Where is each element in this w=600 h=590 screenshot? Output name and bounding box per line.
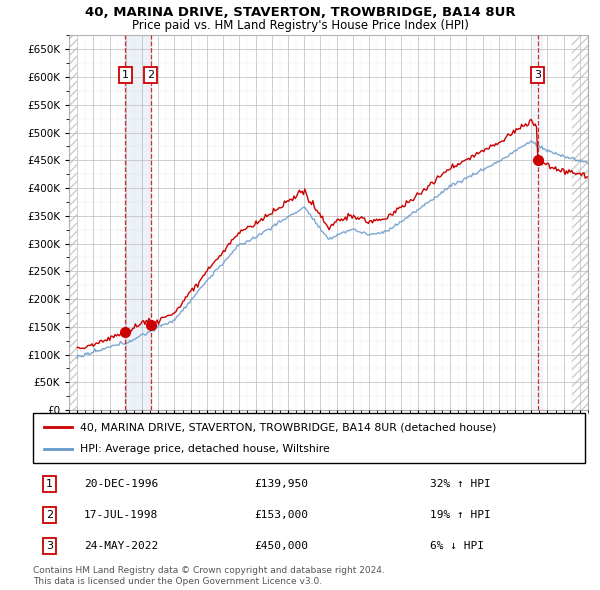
Bar — [69, 35, 77, 410]
Text: 40, MARINA DRIVE, STAVERTON, TROWBRIDGE, BA14 8UR (detached house): 40, MARINA DRIVE, STAVERTON, TROWBRIDGE,… — [80, 422, 496, 432]
Text: 3: 3 — [46, 541, 53, 551]
FancyBboxPatch shape — [33, 413, 585, 463]
Text: This data is licensed under the Open Government Licence v3.0.: This data is licensed under the Open Gov… — [33, 577, 322, 586]
Bar — [572, 35, 588, 410]
Text: 6% ↓ HPI: 6% ↓ HPI — [430, 541, 484, 551]
Text: £153,000: £153,000 — [254, 510, 308, 520]
Text: 2: 2 — [46, 510, 53, 520]
Text: Contains HM Land Registry data © Crown copyright and database right 2024.: Contains HM Land Registry data © Crown c… — [33, 566, 385, 575]
Bar — [533, 35, 542, 410]
Text: 3: 3 — [534, 70, 541, 80]
Text: 40, MARINA DRIVE, STAVERTON, TROWBRIDGE, BA14 8UR: 40, MARINA DRIVE, STAVERTON, TROWBRIDGE,… — [85, 6, 515, 19]
Text: £450,000: £450,000 — [254, 541, 308, 551]
Text: 17-JUL-1998: 17-JUL-1998 — [84, 510, 158, 520]
Text: £139,950: £139,950 — [254, 478, 308, 489]
Text: 19% ↑ HPI: 19% ↑ HPI — [430, 510, 491, 520]
Text: HPI: Average price, detached house, Wiltshire: HPI: Average price, detached house, Wilt… — [80, 444, 329, 454]
Bar — [125, 35, 151, 410]
Text: 20-DEC-1996: 20-DEC-1996 — [84, 478, 158, 489]
Text: 1: 1 — [122, 70, 129, 80]
Text: 1: 1 — [46, 478, 53, 489]
Text: 2: 2 — [147, 70, 154, 80]
Text: Price paid vs. HM Land Registry's House Price Index (HPI): Price paid vs. HM Land Registry's House … — [131, 19, 469, 32]
Text: 32% ↑ HPI: 32% ↑ HPI — [430, 478, 491, 489]
Text: 24-MAY-2022: 24-MAY-2022 — [84, 541, 158, 551]
